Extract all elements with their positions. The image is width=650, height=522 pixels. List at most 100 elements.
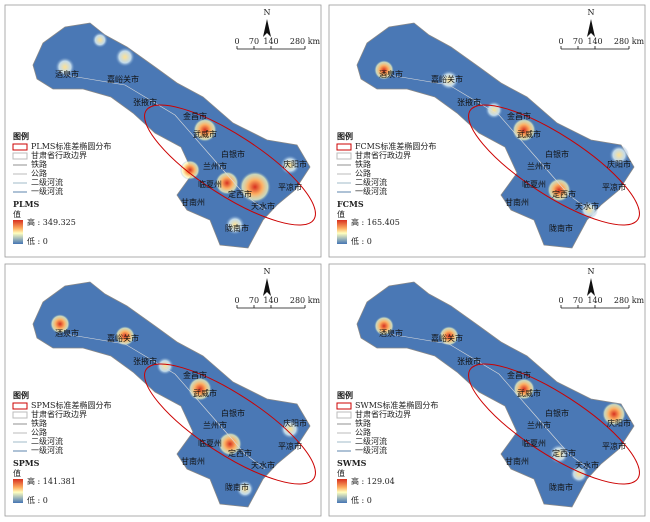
color-ramp — [337, 220, 347, 244]
city-label: 张掖市 — [457, 356, 481, 366]
scale-bar — [236, 46, 306, 50]
city-label: 张掖市 — [133, 97, 157, 107]
legend-ellipse-symbol — [336, 143, 352, 151]
legend-item: 一级河流 — [355, 445, 387, 455]
hotspot — [280, 419, 300, 439]
legend-ellipse-symbol — [12, 402, 28, 410]
city-label: 平凉市 — [278, 441, 302, 451]
legend-ellipse-symbol — [12, 143, 28, 151]
road — [388, 74, 590, 211]
std-ellipse — [468, 363, 640, 485]
city-label: 定西市 — [228, 189, 252, 199]
city-label: 庆阳市 — [607, 159, 631, 169]
std-ellipse — [468, 104, 640, 226]
high-label: 高 : 129.04 — [351, 476, 395, 486]
north-arrow — [263, 278, 271, 296]
city-label: 兰州市 — [203, 161, 227, 171]
scale-bar — [560, 305, 630, 309]
city-label: 甘南州 — [181, 197, 205, 207]
scale-label: 140 — [587, 296, 602, 305]
legend-item: PLMS标准差椭圆分布 — [31, 141, 111, 151]
north-arrow — [263, 19, 271, 37]
city-label: 陇南市 — [225, 482, 249, 492]
road — [64, 74, 266, 211]
legend-item: 甘肃省行政边界 — [355, 409, 411, 419]
color-ramp — [13, 479, 23, 503]
city-label: 庆阳市 — [607, 418, 631, 428]
low-label: 低 : 0 — [27, 236, 48, 246]
scale-label: 0 — [558, 37, 563, 46]
city-label: 天水市 — [575, 460, 599, 470]
city-label: 金昌市 — [507, 111, 531, 121]
hotspot — [92, 32, 108, 48]
hotspot — [180, 160, 200, 180]
city-label: 张掖市 — [133, 356, 157, 366]
city-label: 金昌市 — [183, 111, 207, 121]
city-label: 白银市 — [545, 149, 569, 159]
legend-item: 铁路 — [31, 418, 47, 428]
low-label: 低 : 0 — [27, 495, 48, 505]
scale-bar — [560, 46, 630, 50]
city-label: 平凉市 — [278, 182, 302, 192]
legend-item: 甘肃省行政边界 — [31, 409, 87, 419]
index-name: SPMS — [13, 458, 40, 468]
city-label: 定西市 — [552, 189, 576, 199]
city-label: 天水市 — [575, 201, 599, 211]
hotspot — [188, 377, 212, 401]
legend-item: 公路 — [355, 427, 371, 437]
legend-title: 图例 — [13, 131, 29, 141]
legend-item: 二级河流 — [31, 436, 63, 446]
scale-label: 140 — [263, 296, 278, 305]
index-name: PLMS — [13, 199, 39, 209]
hotspot — [115, 47, 135, 67]
low-label: 低 : 0 — [351, 495, 372, 505]
scale-label: 0 — [234, 296, 239, 305]
city-label: 甘南州 — [505, 456, 529, 466]
city-label: 酒泉市 — [379, 328, 403, 338]
scale-label: 70 — [249, 296, 259, 305]
hotspot — [439, 70, 459, 90]
legend-title: 图例 — [13, 390, 29, 400]
legend-item: SPMS标准差椭圆分布 — [31, 400, 112, 410]
hotspot — [50, 314, 70, 334]
hotspot — [512, 118, 536, 142]
city-label: 张掖市 — [457, 97, 481, 107]
city-label: 武威市 — [193, 129, 217, 139]
hotspot — [236, 480, 254, 498]
city-label: 临夏州 — [198, 179, 222, 189]
city-label: 甘南州 — [181, 456, 205, 466]
legend-boundary-symbol — [336, 411, 352, 419]
city-label: 白银市 — [221, 149, 245, 159]
city-label: 金昌市 — [507, 370, 531, 380]
legend-item: 铁路 — [31, 159, 47, 169]
hotspot — [602, 402, 626, 426]
north-label: N — [264, 267, 271, 276]
north-label: N — [588, 8, 595, 17]
legend-title: 图例 — [337, 131, 353, 141]
city-label: 陇南市 — [225, 223, 249, 233]
legend-item: 二级河流 — [31, 177, 63, 187]
low-label: 低 : 0 — [351, 236, 372, 246]
scale-label: 0 — [234, 37, 239, 46]
city-label: 酒泉市 — [379, 69, 403, 79]
city-label: 兰州市 — [527, 161, 551, 171]
scale-label: 70 — [573, 37, 583, 46]
north-arrow — [587, 19, 595, 37]
city-label: 临夏州 — [522, 438, 546, 448]
scale-label: 280 km — [290, 296, 321, 305]
legend-item: 二级河流 — [355, 436, 387, 446]
legend-item: 公路 — [31, 427, 47, 437]
hotspot — [115, 326, 135, 346]
hotspot — [239, 171, 271, 203]
legend-item: 一级河流 — [355, 186, 387, 196]
hotspot — [609, 145, 629, 165]
city-label: 天水市 — [251, 460, 275, 470]
road — [388, 333, 590, 470]
std-ellipse — [144, 104, 316, 226]
